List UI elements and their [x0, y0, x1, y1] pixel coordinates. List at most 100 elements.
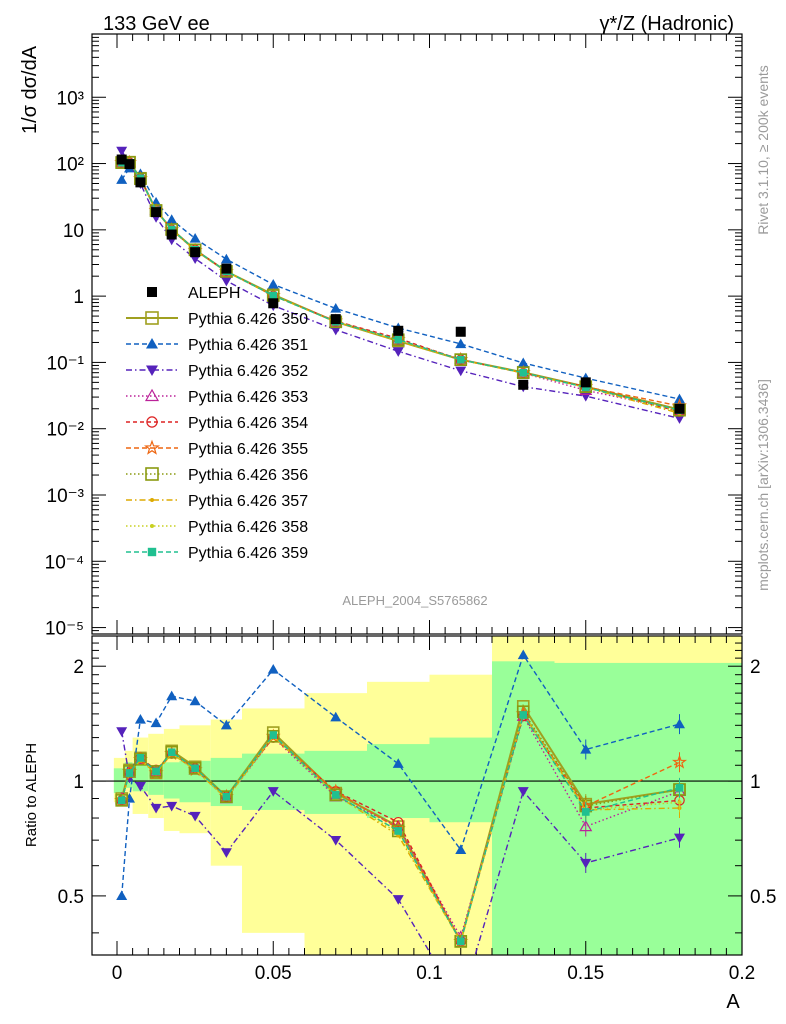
data-point	[580, 377, 591, 388]
main-series-point	[189, 233, 201, 243]
ratio-series-point	[116, 890, 128, 901]
data-point	[330, 314, 341, 325]
legend-marker	[144, 439, 160, 455]
legend-marker	[144, 388, 160, 402]
ratio-series-point	[136, 754, 145, 762]
ratio-series-point	[165, 745, 178, 759]
main-series-line	[121, 161, 680, 413]
main-series-point	[330, 325, 342, 336]
legend-marker	[147, 287, 157, 297]
ratio-series-point	[267, 787, 279, 797]
legend-label: Pythia 6.426 353	[188, 389, 308, 406]
main-series-point	[220, 253, 232, 264]
main-ytick-label: 10⁻³	[47, 486, 85, 507]
ratio-series-point	[166, 690, 178, 701]
ratio-series-point	[455, 1000, 466, 1010]
legend-marker	[146, 416, 158, 428]
ratio-xtick-label: 0.05	[255, 963, 292, 984]
ratio-ytick-label: 0.5	[58, 887, 84, 908]
ratio-ytick-label-right: 0.5	[750, 887, 776, 908]
ratio-series-point	[331, 791, 340, 799]
side-label-bottom: mcplots.cern.ch [arXiv:1306.3436]	[755, 379, 771, 591]
ratio-series-point	[454, 935, 468, 948]
main-series-point	[517, 357, 529, 368]
ratio-frame	[91, 635, 743, 956]
data-point	[674, 403, 685, 414]
data-point	[268, 298, 279, 309]
ratio-series-point	[148, 765, 164, 780]
main-series-point	[267, 278, 279, 289]
legend-label: Pythia 6.426 351	[188, 337, 308, 354]
main-ytick-label: 10⁻²	[47, 420, 85, 441]
ratio-series-point	[269, 731, 278, 739]
main-series-point	[456, 355, 465, 364]
main-series-point	[116, 174, 128, 184]
main-ylabel: 1/σ dσ/dA	[19, 45, 41, 134]
main-series-point	[455, 338, 467, 349]
main-series-point	[330, 303, 342, 313]
ratio-series-point	[392, 895, 404, 905]
main-series-point	[581, 383, 590, 392]
ratio-series-point	[674, 833, 685, 844]
main-series-point	[674, 414, 685, 424]
ratio-series-point	[580, 858, 592, 869]
ratio-series-point	[164, 745, 180, 760]
legend-label: Pythia 6.426 350	[188, 311, 308, 328]
ratio-series-point	[187, 762, 203, 777]
main-frame	[91, 33, 743, 635]
ratio-series-point	[455, 844, 467, 855]
ratio-series-point	[123, 765, 136, 778]
main-series-point	[116, 146, 128, 157]
ratio-series-point	[456, 937, 465, 946]
header-right: γ*/Z (Hadronic)	[600, 13, 734, 35]
ratio-xtick-label: 0.2	[729, 963, 755, 984]
legend: ALEPH Pythia 6.426 350 Pythia 6.426 351 Pyt…	[126, 285, 308, 562]
ratio-ytick-label-right: 1	[750, 772, 761, 793]
ratio-series-point	[579, 819, 593, 832]
ratio-series-point	[134, 753, 147, 766]
ratio-series-point	[166, 801, 178, 812]
ratio-series-point	[674, 718, 685, 729]
ratio-series-point	[189, 695, 201, 706]
main-ytick-label: 10²	[57, 155, 84, 176]
ratio-series-point	[517, 649, 529, 660]
legend-marker	[146, 365, 158, 376]
legend-label: Pythia 6.426 357	[188, 493, 308, 510]
data-point	[221, 263, 232, 274]
legend-marker	[150, 524, 154, 528]
ratio-ytick-label: 2	[73, 657, 84, 678]
main-series-point	[269, 291, 278, 300]
main-ytick-label: 10⁻⁴	[45, 552, 84, 573]
main-series-point	[166, 214, 178, 224]
data-point	[166, 229, 177, 240]
ratio-series-point	[580, 743, 592, 754]
ratio-series-point	[330, 711, 342, 722]
main-series-point	[454, 353, 468, 366]
ratio-series-point	[330, 836, 342, 846]
ratio-series-point	[220, 848, 232, 858]
ratio-band-stat-4	[163, 762, 180, 799]
main-series-line	[121, 150, 680, 420]
legend-marker	[146, 338, 158, 349]
ratio-series-point	[117, 796, 126, 805]
legend-marker	[145, 311, 159, 325]
data-point	[455, 326, 466, 337]
ratio-series-point	[150, 717, 162, 728]
ratio-xtick-label: 0.15	[567, 963, 604, 984]
ratio-series-point	[134, 713, 146, 724]
ratio-series-point	[329, 788, 343, 802]
legend-label: Pythia 6.426 354	[188, 415, 308, 432]
legend-label: Pythia 6.426 356	[188, 467, 308, 484]
ratio-xtick-label: 0.1	[416, 963, 442, 984]
ratio-ytick-label: 1	[73, 772, 84, 793]
main-series-point	[516, 366, 530, 379]
ratio-series-point	[675, 783, 684, 792]
header-left: 133 GeV ee	[103, 13, 210, 35]
ratio-series-point	[167, 748, 176, 757]
ratio-series-point	[115, 794, 128, 807]
data-point	[124, 159, 135, 170]
ratio-series-point	[222, 792, 231, 801]
ratio-panel-marks	[114, 649, 688, 1010]
main-series-point	[392, 347, 404, 357]
